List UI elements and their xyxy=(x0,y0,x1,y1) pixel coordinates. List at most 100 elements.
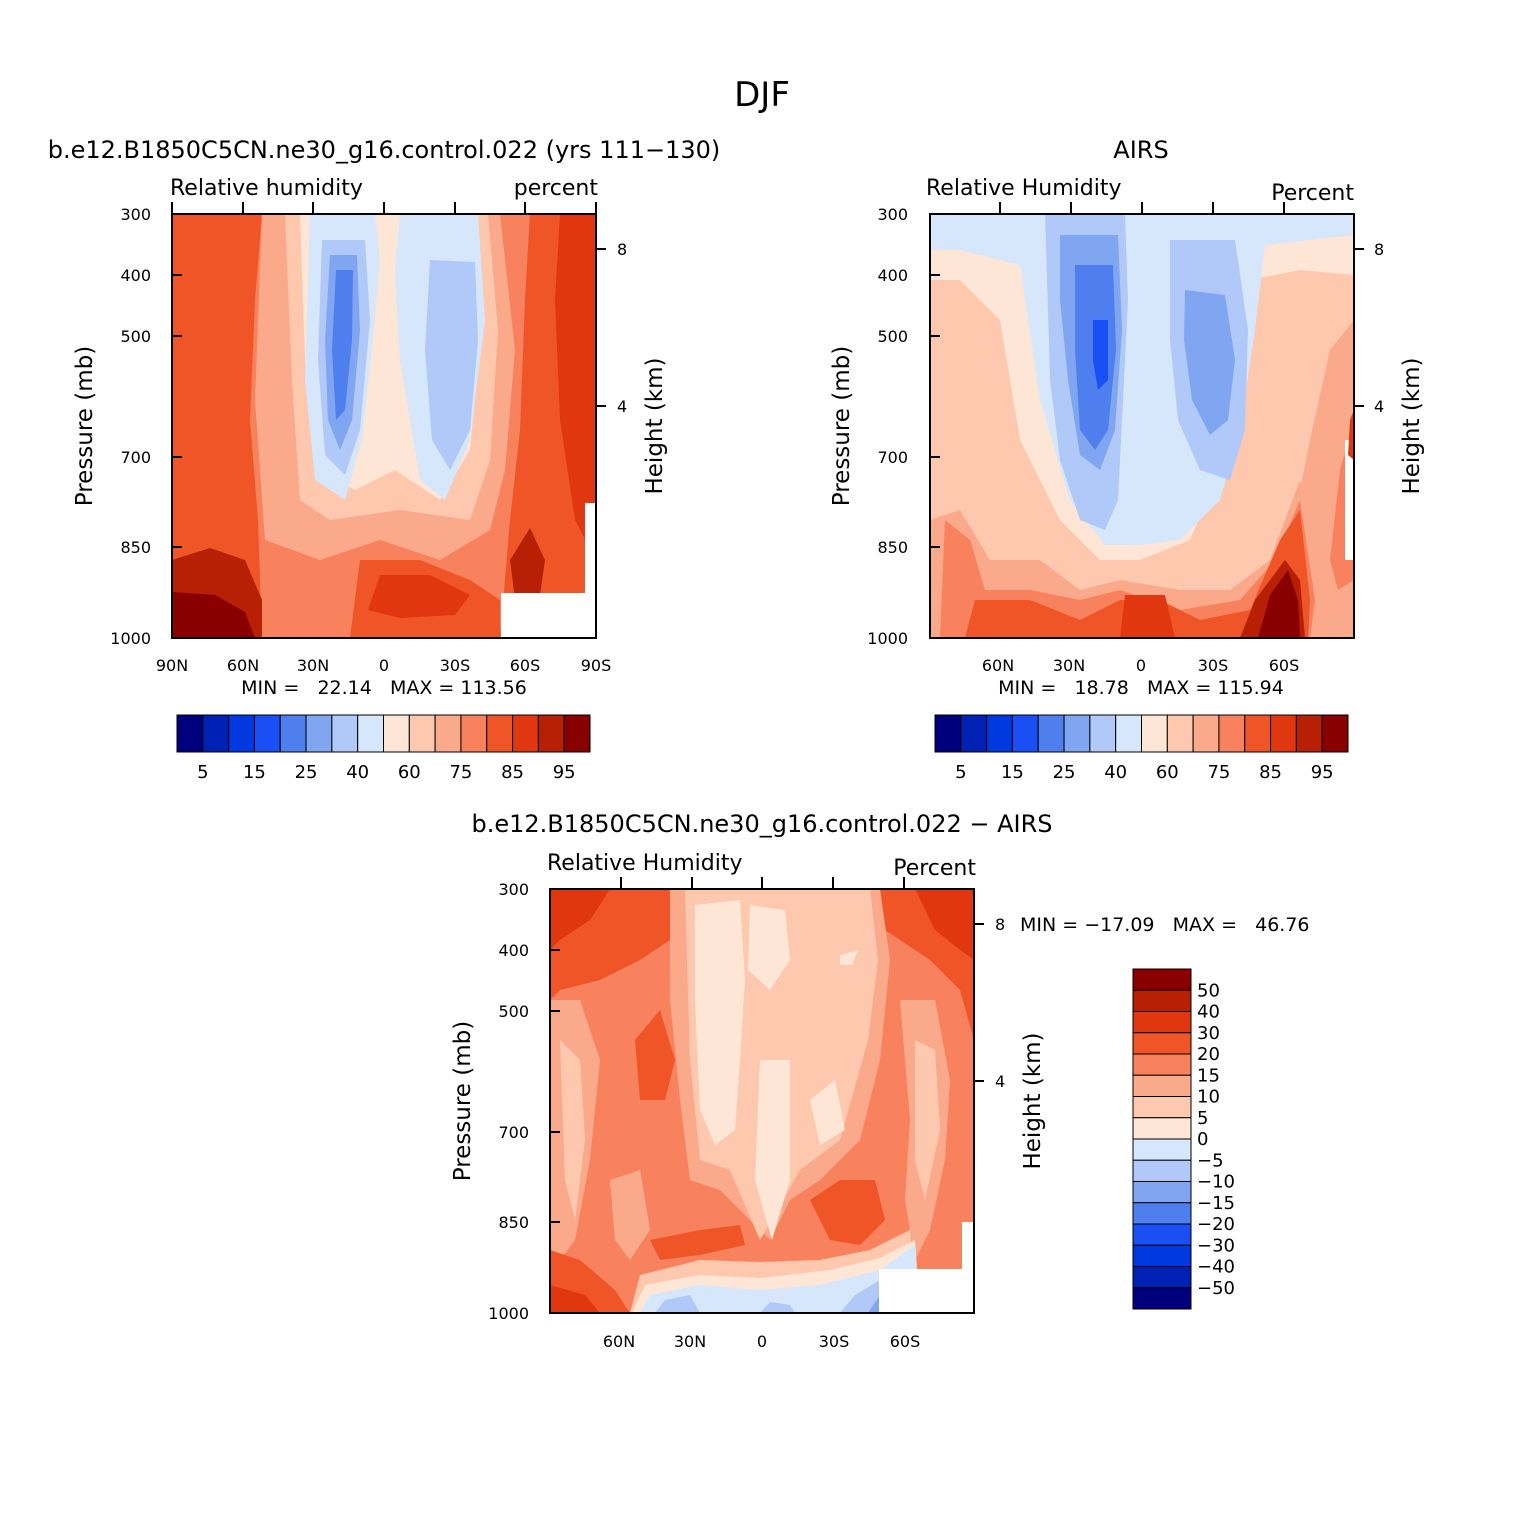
panel-model-title: b.e12.B1850C5CN.ne30_g16.control.022 (yr… xyxy=(48,136,721,164)
panel-diff-y-axis: 300 400 500 700 850 1000 Pressure (mb) xyxy=(450,880,560,1323)
contour-band xyxy=(610,1170,650,1260)
contour-band xyxy=(368,575,470,618)
y-tick-label: 850 xyxy=(877,538,908,557)
missing-data-region xyxy=(1345,440,1354,560)
contour-band xyxy=(650,1225,745,1260)
colorbar-swatch xyxy=(1132,1244,1192,1267)
colorbar-label: 40 xyxy=(346,762,369,783)
height-tick-label: 8 xyxy=(995,915,1005,934)
panel-diff-x-axis: 60N 30N 0 30S 60S xyxy=(603,877,920,1351)
colorbar-swatch xyxy=(228,714,255,753)
colorbar-label: 75 xyxy=(1207,762,1230,783)
colorbar-label: 20 xyxy=(1197,1044,1220,1065)
x-tick-label: 0 xyxy=(379,656,389,675)
contour-band xyxy=(1184,290,1235,435)
panel-obs: AIRS Relative Humidity Percent xyxy=(829,136,1425,783)
panel-obs-ylabel-right: Height (km) xyxy=(1399,357,1425,494)
x-tick-label: 0 xyxy=(1136,656,1146,675)
y-tick-label: 300 xyxy=(877,205,908,224)
panel-model-right-string: percent xyxy=(514,176,599,201)
panel-model-ylabel-right: Height (km) xyxy=(642,357,668,494)
panel-model-left-string: Relative humidity xyxy=(170,176,363,201)
panel-model-x-axis: 90N 60N 30N 0 30S 60S 90S xyxy=(156,202,611,675)
panel-obs-title: AIRS xyxy=(1113,136,1168,164)
contour-band xyxy=(930,214,1354,545)
y-tick-label: 400 xyxy=(877,266,908,285)
panel-obs-left-string: Relative Humidity xyxy=(926,176,1121,201)
colorbar-swatch xyxy=(1089,714,1117,753)
colorbar-swatch xyxy=(1132,1032,1192,1055)
colorbar-swatch xyxy=(537,714,565,753)
colorbar-label: 95 xyxy=(553,762,576,783)
colorbar-label: 15 xyxy=(243,762,266,783)
colorbar-swatch xyxy=(1132,1266,1192,1289)
y-tick-label: 1000 xyxy=(488,1304,529,1323)
colorbar-label: 40 xyxy=(1197,1002,1220,1023)
contour-band xyxy=(915,889,974,960)
y-tick-label: 400 xyxy=(120,266,151,285)
contour-band xyxy=(1348,410,1354,460)
panel-diff-ylabel: Pressure (mb) xyxy=(450,1021,476,1181)
contour-band xyxy=(510,528,545,600)
panel-model-colorbar: 5 15 25 40 60 75 85 95 xyxy=(176,714,591,783)
colorbar-swatch xyxy=(331,714,359,753)
colorbar-label: 75 xyxy=(449,762,472,783)
colorbar-swatch xyxy=(1295,714,1323,753)
colorbar-label: −10 xyxy=(1197,1172,1235,1193)
colorbar-label: −50 xyxy=(1197,1278,1235,1299)
contour-band xyxy=(560,1040,585,1220)
x-tick-label: 60S xyxy=(510,656,541,675)
colorbar-label: 25 xyxy=(1053,762,1076,783)
height-tick-label: 4 xyxy=(617,397,627,416)
panel-obs-right-string: Percent xyxy=(1271,181,1354,206)
contour-band xyxy=(550,1285,600,1313)
y-tick-label: 700 xyxy=(877,448,908,467)
colorbar-swatch xyxy=(960,714,988,753)
panel-obs-contours xyxy=(930,214,1354,638)
colorbar-swatch xyxy=(1132,1053,1192,1076)
panel-obs-stats: MIN = 18.78 MAX = 115.94 xyxy=(998,677,1284,699)
figure-title: DJF xyxy=(734,75,790,115)
y-tick-label: 1000 xyxy=(867,629,908,648)
colorbar-swatch xyxy=(1270,714,1297,753)
colorbar-swatch xyxy=(563,714,591,753)
contour-band xyxy=(840,950,858,965)
x-tick-label: 60N xyxy=(227,656,259,675)
contour-band xyxy=(915,1040,940,1200)
contour-band xyxy=(172,592,255,638)
colorbar-label: −20 xyxy=(1197,1214,1235,1235)
contour-band xyxy=(748,905,790,990)
colorbar-label: 85 xyxy=(501,762,524,783)
contour-band xyxy=(640,1245,920,1313)
panel-diff: b.e12.B1850C5CN.ne30_g16.control.022 − A… xyxy=(450,810,1310,1351)
colorbar-swatch xyxy=(305,714,333,753)
height-tick-label: 8 xyxy=(617,240,627,259)
height-tick-label: 4 xyxy=(995,1072,1005,1091)
contour-band xyxy=(550,889,610,950)
colorbar-label: −30 xyxy=(1197,1235,1235,1256)
colorbar-swatch xyxy=(1132,1287,1192,1310)
x-tick-label: 30N xyxy=(297,656,329,675)
y-tick-label: 850 xyxy=(498,1213,529,1232)
panel-obs-colorbar: 5 15 25 40 60 75 85 95 xyxy=(934,714,1349,783)
y-tick-label: 500 xyxy=(120,327,151,346)
panel-model: b.e12.B1850C5CN.ne30_g16.control.022 (yr… xyxy=(48,136,721,783)
colorbar-swatch xyxy=(986,714,1013,753)
contour-band xyxy=(695,900,745,1145)
panel-model-stats: MIN = 22.14 MAX = 113.56 xyxy=(241,677,527,699)
panel-obs-x-axis: 60N 30N 0 30S 60S xyxy=(982,202,1299,675)
contour-band xyxy=(555,214,596,560)
y-tick-label: 850 xyxy=(120,538,151,557)
colorbar-swatch xyxy=(1192,714,1220,753)
colorbar-label: 0 xyxy=(1197,1129,1208,1150)
colorbar-label: 60 xyxy=(398,762,421,783)
contour-band xyxy=(332,270,353,420)
panel-diff-stats: MIN = −17.09 MAX = 46.76 xyxy=(1020,914,1310,936)
colorbar-swatch xyxy=(357,714,384,753)
panel-model-height-axis: 8 4 Height (km) xyxy=(596,240,668,495)
x-tick-label: 90N xyxy=(156,656,188,675)
colorbar-swatch xyxy=(279,714,307,753)
colorbar-swatch xyxy=(1063,714,1091,753)
contour-band xyxy=(635,1010,675,1100)
